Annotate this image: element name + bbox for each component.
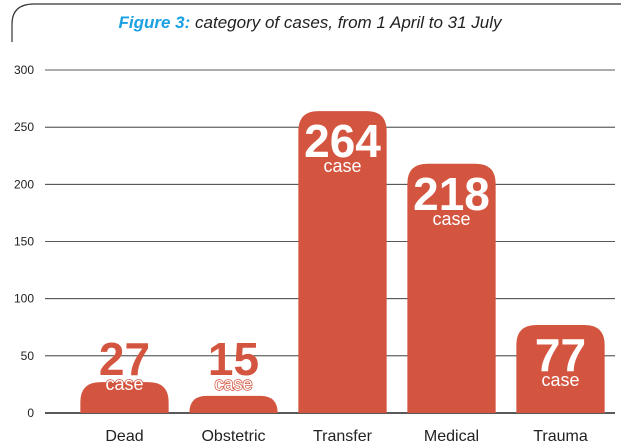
bar xyxy=(516,324,605,413)
title-frame xyxy=(11,3,621,42)
x-tick-label: Medical xyxy=(424,428,479,445)
value-label: 218 xyxy=(413,168,490,220)
value-label: 27 xyxy=(99,333,150,385)
y-tick-label: 50 xyxy=(21,349,35,363)
figure-label: Figure 3: xyxy=(119,13,191,32)
value-unit: case xyxy=(432,209,470,229)
x-tick-label: Dead xyxy=(105,428,143,445)
y-tick-label: 200 xyxy=(14,177,34,191)
bar xyxy=(189,395,278,413)
value-label: 264 xyxy=(304,115,381,167)
value-unit: case xyxy=(323,156,361,176)
y-tick-label: 250 xyxy=(14,120,34,134)
value-unit: case xyxy=(214,374,252,394)
y-tick-label: 150 xyxy=(14,235,34,249)
y-tick-label: 100 xyxy=(14,292,34,306)
bar xyxy=(298,111,387,413)
value-label: 15 xyxy=(208,333,259,385)
x-tick-label: Obstetric xyxy=(201,428,265,445)
bar xyxy=(80,382,169,413)
chart-title: Figure 3: category of cases, from 1 Apri… xyxy=(119,13,503,32)
title-text: category of cases, from 1 April to 31 Ju… xyxy=(195,13,503,32)
value-unit: case xyxy=(541,370,579,390)
x-tick-label: Trauma xyxy=(533,428,588,445)
value-unit: case xyxy=(105,374,143,394)
bar xyxy=(407,163,496,413)
y-tick-label: 300 xyxy=(14,63,34,77)
y-tick-label: 0 xyxy=(27,406,34,420)
value-label: 77 xyxy=(535,329,586,381)
x-tick-label: Transfer xyxy=(313,428,373,445)
